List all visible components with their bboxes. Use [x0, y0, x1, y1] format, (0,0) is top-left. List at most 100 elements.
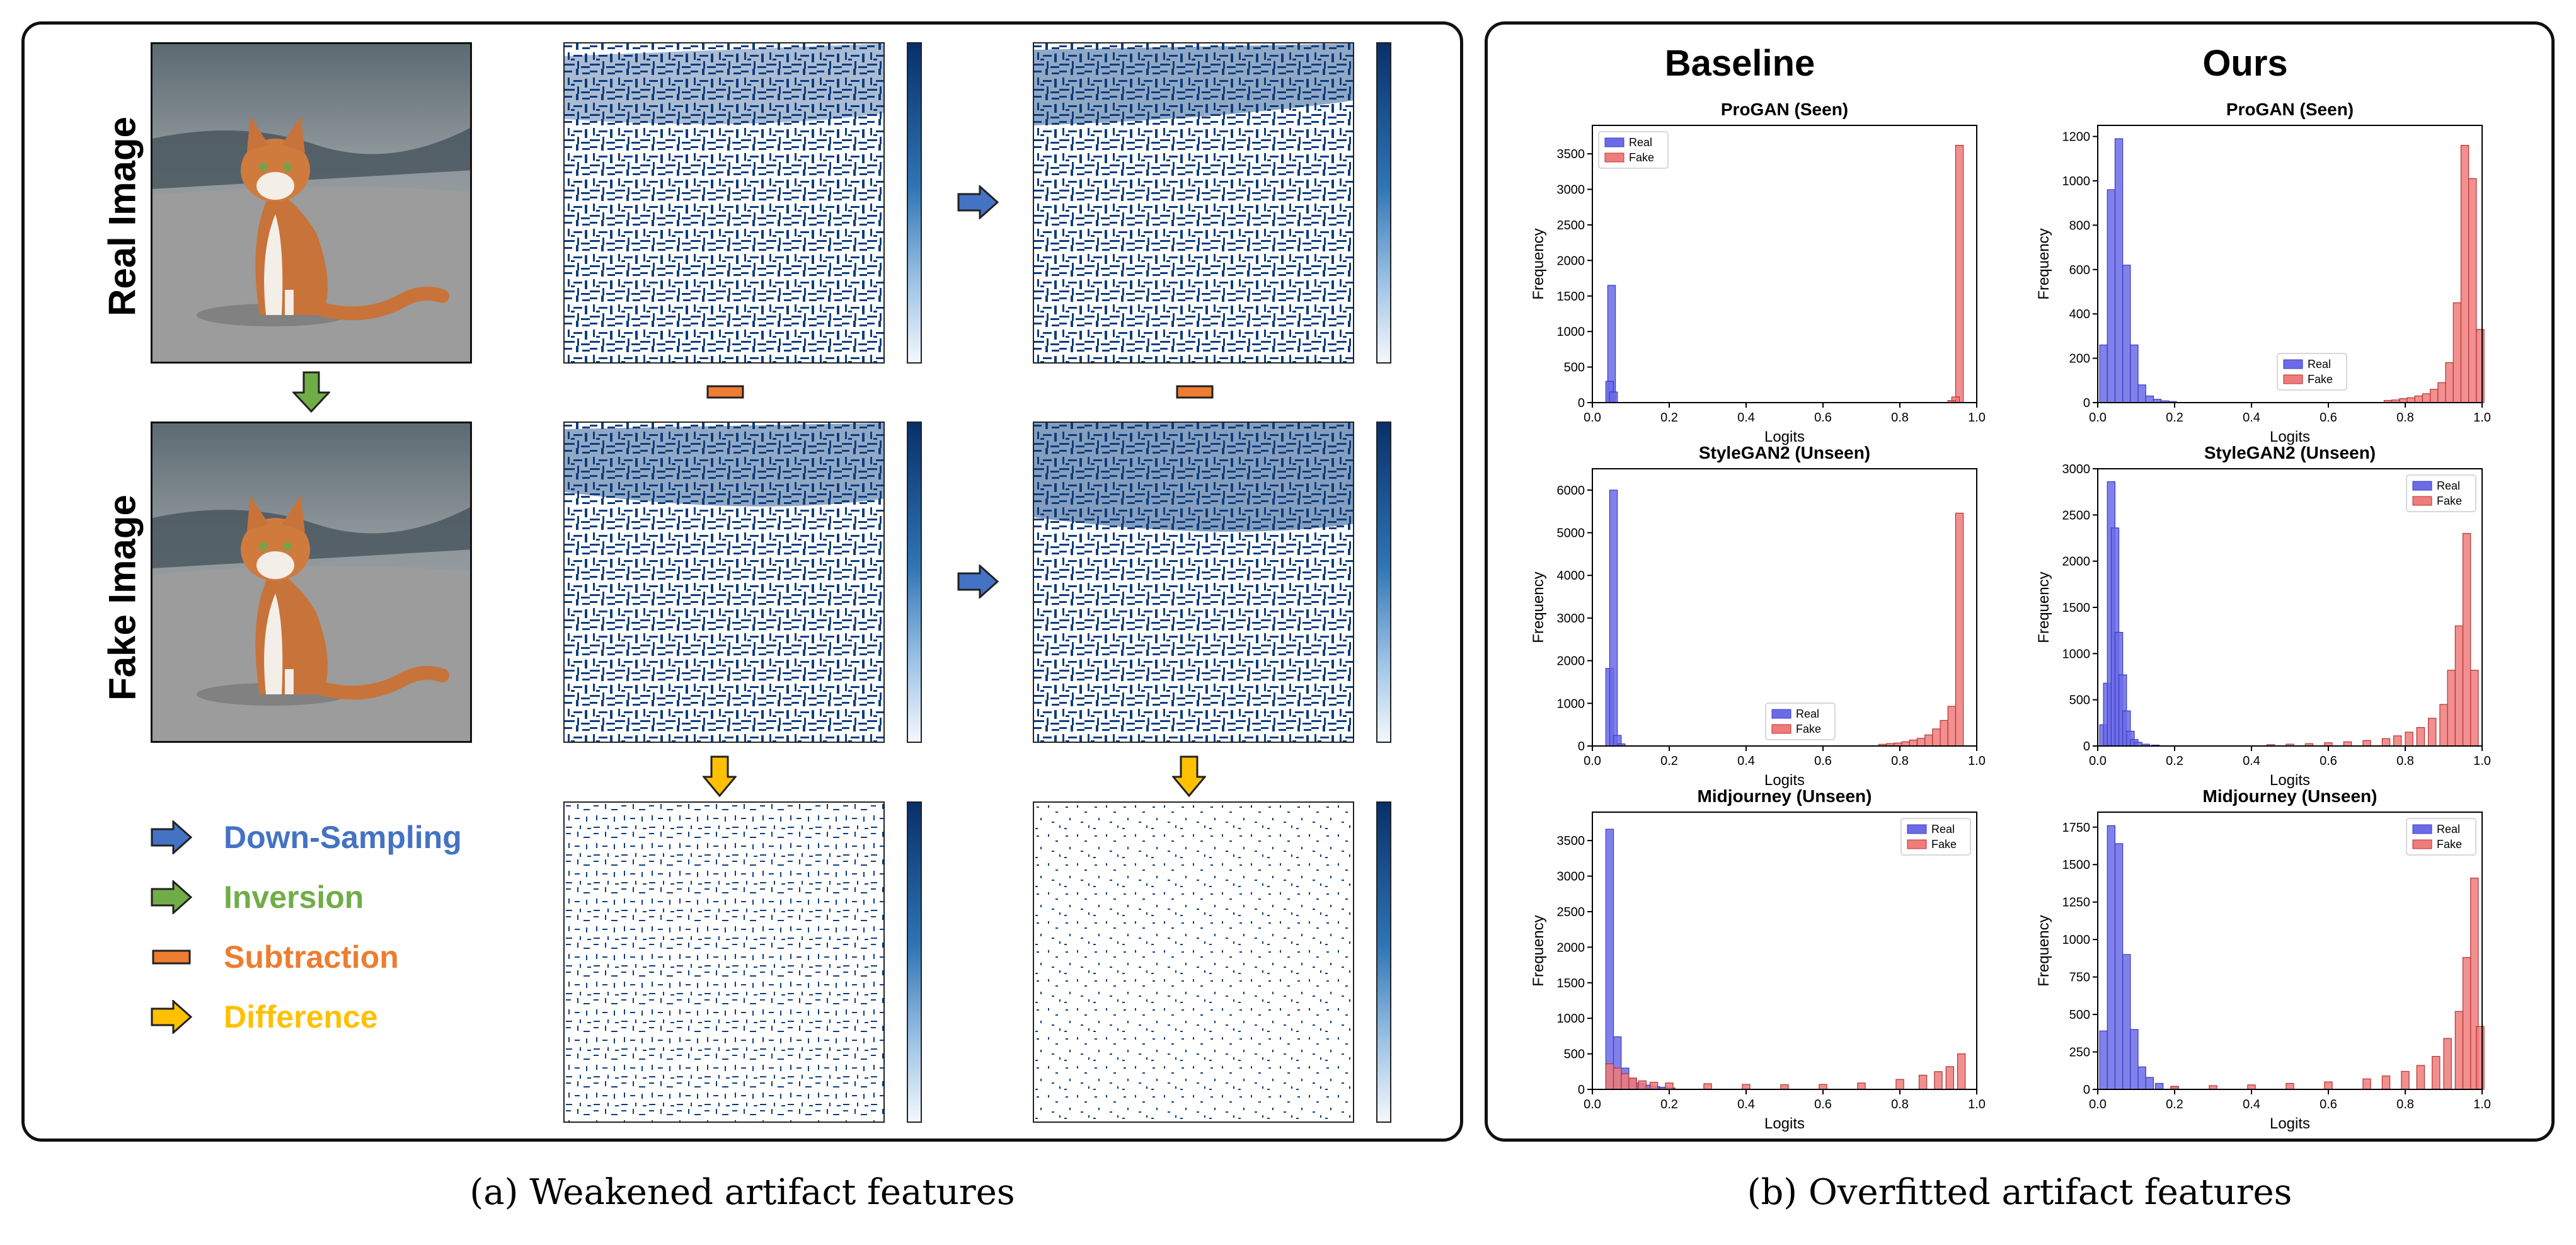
x-tick-label: 1.0 [2473, 1098, 2491, 1111]
histogram-bar-fake [2432, 1056, 2441, 1090]
y-axis-label: Frequency [1530, 228, 1547, 299]
y-axis-label: Frequency [2035, 571, 2052, 643]
histogram-chart: StyleGAN2 (Unseen) 0.0 0.2 0.4 0.6 0.8 1.0 0 500… [2035, 443, 2491, 789]
subtraction-icon [706, 385, 744, 403]
histogram-bar-fake [2462, 533, 2471, 747]
colorbar [1376, 42, 1391, 364]
histogram-bar-real [2145, 395, 2154, 403]
histogram-bar-fake [2393, 735, 2402, 747]
histogram-bar-fake [2430, 389, 2439, 403]
histogram-bar-fake [2406, 397, 2415, 403]
x-axis-label: Logits [1764, 772, 1805, 789]
histogram-bar-fake [1605, 1063, 1614, 1090]
chart-title: StyleGAN2 (Unseen) [1699, 443, 1870, 462]
row-label-fake: Fake Image [101, 495, 144, 701]
x-tick-label: 0.8 [1891, 1098, 1909, 1111]
histogram-bar-fake [2324, 1081, 2333, 1090]
histogram-bar-real [2114, 138, 2124, 403]
x-tick-label: 0.0 [2089, 411, 2107, 425]
fake-feature-map [563, 422, 885, 743]
y-tick-label: 400 [2069, 307, 2090, 321]
histogram-bar-fake [1780, 1084, 1789, 1090]
histogram-bar-real [1605, 829, 1614, 1090]
histogram-bar-fake [2439, 704, 2448, 747]
difference-arrow-icon [151, 1000, 192, 1034]
legend-label: Difference [224, 999, 378, 1035]
y-tick-label: 0 [2083, 1083, 2090, 1097]
y-tick-label: 1000 [1557, 325, 1585, 339]
histogram-bar-fake [2405, 732, 2413, 747]
legend-label: Subtraction [224, 939, 399, 975]
x-tick-label: 0.6 [1814, 411, 1832, 425]
legend-label-real: Real [2437, 479, 2460, 492]
x-tick-label: 0.8 [2396, 754, 2414, 768]
inversion-arrow-icon [291, 371, 331, 416]
histogram-bar-fake [1819, 1084, 1827, 1090]
y-tick-label: 1200 [2062, 130, 2091, 144]
difference-arrow-icon [701, 755, 738, 800]
x-tick-label: 0.2 [1660, 754, 1678, 768]
histogram-bar-fake [1924, 734, 1933, 747]
x-tick-label: 0.2 [1660, 411, 1678, 425]
histogram-bar-fake [2401, 1070, 2410, 1090]
legend-label: Down-Sampling [224, 820, 462, 855]
x-tick-label: 0.0 [1584, 1098, 1601, 1111]
histogram-chart: Midjourney (Unseen) 0.0 0.2 0.4 0.6 0.8 1.0 0 25… [2035, 786, 2491, 1132]
histogram-bar-fake [2462, 957, 2471, 1090]
histogram-bar-fake [2414, 395, 2424, 403]
chart-title: Midjourney (Unseen) [2203, 786, 2378, 806]
y-tick-label: 3000 [1557, 183, 1585, 197]
x-tick-label: 0.2 [2166, 1098, 2183, 1111]
y-tick-label: 600 [2069, 263, 2090, 277]
x-tick-label: 0.0 [2089, 754, 2107, 768]
histogram-bar-fake [2476, 1026, 2485, 1090]
x-tick-label: 1.0 [1968, 754, 1986, 768]
histogram-bar-fake [1947, 706, 1957, 747]
legend-label-fake: Fake [2308, 373, 2333, 386]
histogram-bar-fake [1628, 1077, 1637, 1090]
histogram-bar-fake [2443, 1038, 2452, 1090]
histogram-grid: ProGAN (Seen) 0.0 0.2 0.4 0.6 0.8 1.0 0 500 1000 1… [1530, 100, 2491, 1132]
x-axis-label: Logits [1764, 1115, 1805, 1132]
histogram-bar-real [1609, 490, 1618, 747]
legend-swatch-real [2412, 481, 2432, 491]
column-header-ours: Ours [2202, 43, 2288, 84]
y-tick-label: 500 [1564, 1048, 1585, 1062]
legend-label-real: Real [1931, 823, 1955, 835]
y-tick-label: 0 [1578, 740, 1585, 754]
chart-title: ProGAN (Seen) [1721, 100, 1848, 119]
legend-label-real: Real [1796, 708, 1819, 720]
histogram-bar-fake [1955, 512, 1964, 747]
panel-overfitted-artifact-features: Baseline Ours ProGAN (Seen) 0.0 0.2 0.4 0.6 0… [1485, 21, 2555, 1142]
histogram-bar-fake [1621, 1073, 1630, 1090]
x-tick-label: 0.4 [1737, 754, 1755, 768]
histogram-bar-real [2122, 954, 2131, 1090]
real-feature-map [563, 42, 885, 364]
y-tick-label: 1500 [2062, 601, 2091, 615]
histogram-bar-fake [2445, 362, 2454, 403]
x-tick-label: 0.2 [2166, 411, 2183, 425]
plot-frame [1592, 125, 1977, 403]
y-tick-label: 500 [2069, 1008, 2090, 1022]
histogram-bar-fake [2460, 145, 2470, 403]
x-tick-label: 0.6 [1814, 1098, 1832, 1111]
histogram-bar-real [2145, 1077, 2154, 1090]
histogram-bar-real [2107, 189, 2116, 403]
chart-legend: Real Fake [2406, 474, 2476, 512]
x-tick-label: 1.0 [2473, 411, 2491, 425]
y-tick-label: 0 [2083, 396, 2090, 410]
y-tick-label: 1000 [2062, 933, 2091, 947]
y-tick-label: 0 [1578, 1083, 1585, 1097]
legend-label-fake: Fake [1931, 838, 1957, 851]
histogram-bar-real [2130, 1029, 2139, 1090]
panel-weakened-artifact-features: Real Image Fake Image Down-Sampling Inve… [21, 21, 1463, 1142]
chart-legend: Real Fake [1598, 131, 1669, 169]
x-axis-label: Logits [2270, 428, 2310, 445]
y-tick-label: 1500 [1557, 290, 1585, 304]
x-tick-label: 0.8 [1891, 754, 1909, 768]
legend-inversion: Inversion [151, 872, 364, 922]
histogram-bar-fake [1957, 1053, 1966, 1090]
y-axis-label: Frequency [1530, 915, 1547, 986]
histogram-bar-real [2137, 1066, 2146, 1090]
x-tick-label: 0.8 [2396, 411, 2414, 425]
